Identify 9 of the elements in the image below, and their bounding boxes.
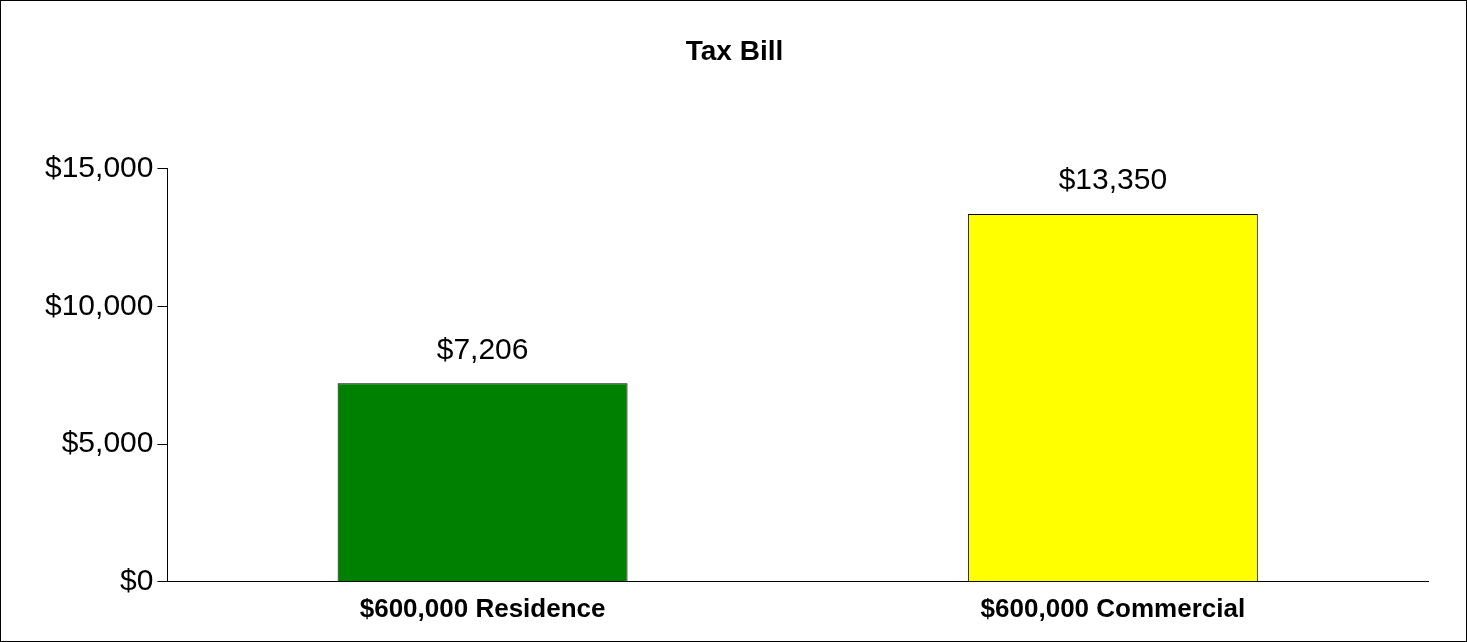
chart-title: Tax Bill	[685, 34, 784, 66]
data-label: $13,350	[1058, 162, 1168, 196]
data-label: $7,206	[436, 331, 529, 365]
y-tick-label: $15,000	[44, 149, 154, 183]
x-tick-label: $600,000 Commercial	[980, 592, 1246, 623]
x-tick-label: $600,000 Residence	[359, 592, 606, 623]
y-tick-label: $0	[120, 563, 154, 597]
y-tick-label: $10,000	[44, 287, 154, 321]
y-tick-label: $5,000	[61, 425, 154, 459]
